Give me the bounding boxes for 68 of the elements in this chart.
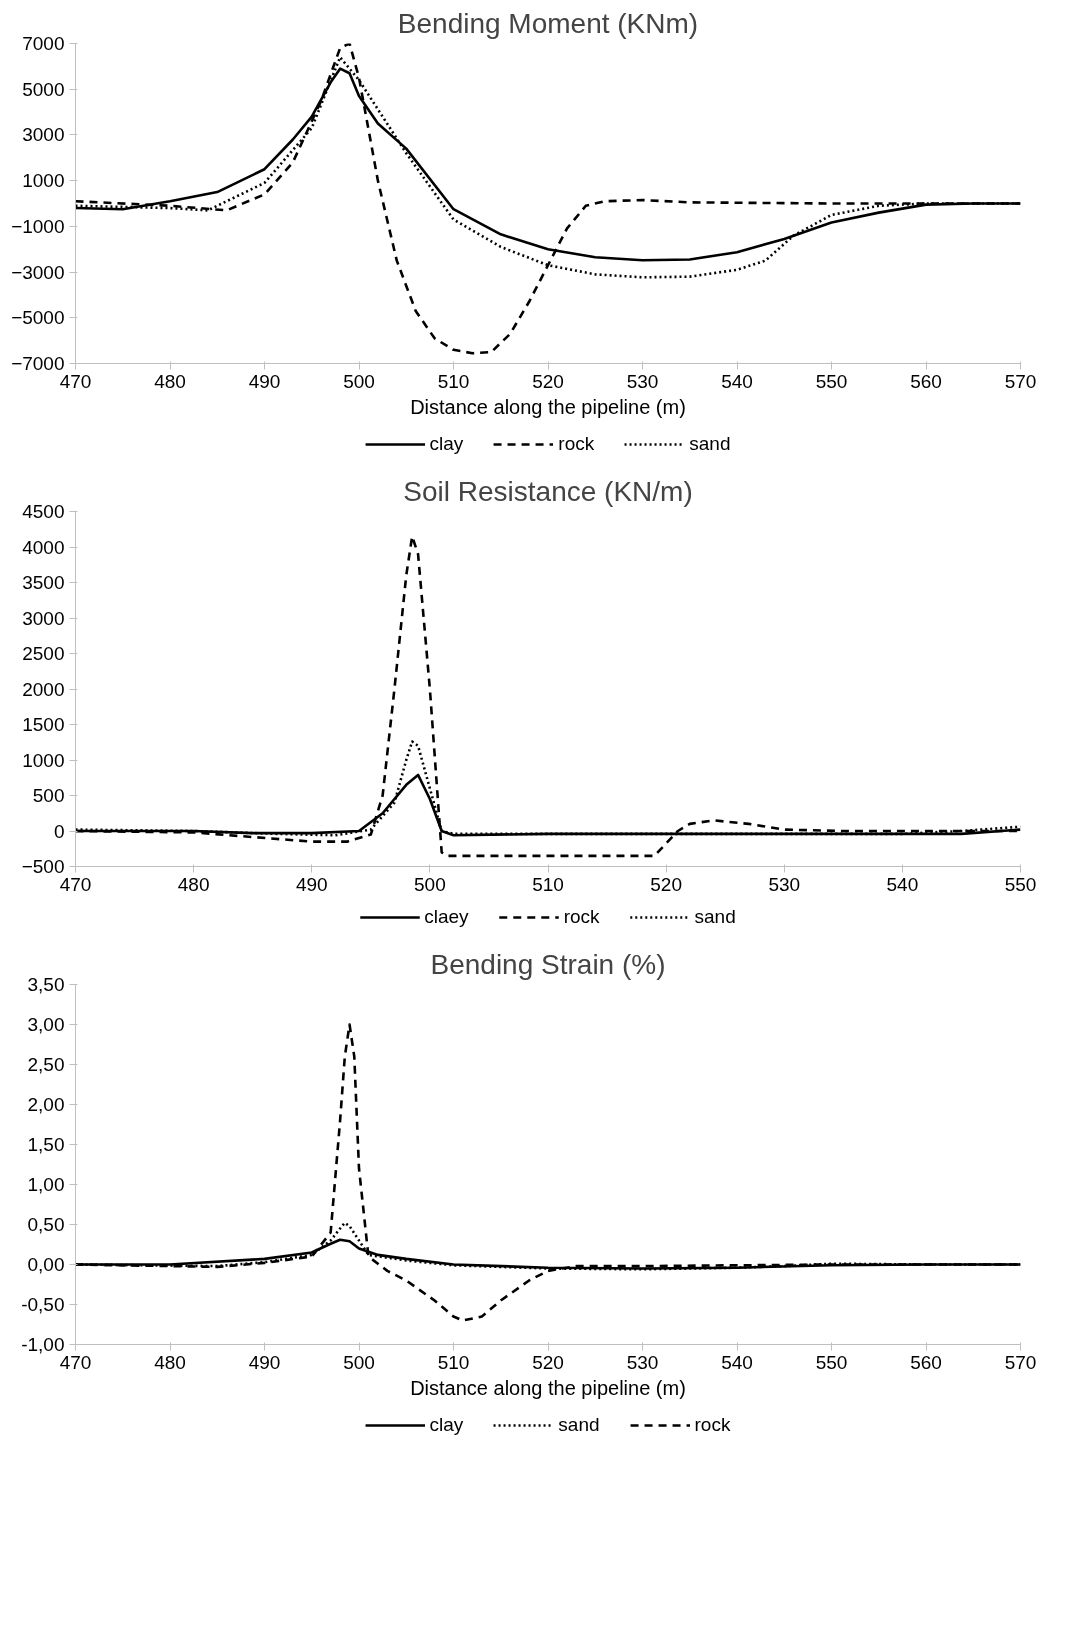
y-tick-label: 2500 xyxy=(22,643,65,664)
x-axis-title: Distance along the pipeline (m) xyxy=(410,1376,686,1399)
x-axis-title: Distance along the pipeline (m) xyxy=(410,395,686,418)
x-tick-label: 500 xyxy=(414,873,446,895)
legend-label: rock xyxy=(563,906,600,928)
x-tick-label: 530 xyxy=(626,1351,659,1373)
y-tick-label: 1000 xyxy=(22,170,65,192)
x-tick-label: 500 xyxy=(343,1351,375,1373)
y-tick-label: 1,00 xyxy=(27,1174,65,1195)
x-tick-label: 480 xyxy=(154,1351,186,1373)
legend-label: sand xyxy=(689,433,731,455)
y-tick-label: 5000 xyxy=(22,78,65,100)
y-tick-label: 2000 xyxy=(22,678,65,700)
x-tick-label: 480 xyxy=(177,873,210,895)
y-tick-label: −5000 xyxy=(11,307,65,329)
x-tick-label: 540 xyxy=(721,1351,753,1373)
y-tick-label: 0 xyxy=(53,820,65,842)
chart-title: Bending Moment (KNm) xyxy=(397,7,699,39)
y-tick-label: 0,00 xyxy=(27,1254,65,1275)
x-tick-label: 530 xyxy=(768,873,801,895)
y-tick-label: 3,00 xyxy=(27,1014,65,1035)
x-tick-label: 520 xyxy=(532,370,564,392)
y-tick-label: 3500 xyxy=(22,572,65,593)
x-tick-label: 490 xyxy=(295,873,328,895)
x-tick-label: 480 xyxy=(154,370,186,392)
y-tick-label: 4500 xyxy=(22,501,65,522)
x-tick-label: 550 xyxy=(815,370,848,392)
y-tick-label: 3,50 xyxy=(27,974,65,995)
x-tick-label: 550 xyxy=(1004,873,1037,895)
y-tick-label: 1000 xyxy=(22,749,65,771)
y-tick-label: 1,50 xyxy=(27,1134,65,1155)
x-tick-label: 570 xyxy=(1004,370,1037,392)
y-tick-label: 3000 xyxy=(22,607,65,629)
legend-label: sand xyxy=(558,1414,600,1436)
x-tick-label: 510 xyxy=(437,370,470,392)
y-tick-label: 3000 xyxy=(22,124,65,146)
y-tick-label: 500 xyxy=(32,785,65,806)
chart-title: Soil Resistance (KN/m) xyxy=(403,475,693,507)
y-tick-label: −3000 xyxy=(11,261,65,283)
y-tick-label: 0,50 xyxy=(27,1214,65,1235)
y-tick-label: 2,00 xyxy=(27,1094,65,1115)
y-tick-label: 7000 xyxy=(22,33,65,54)
x-tick-label: 500 xyxy=(343,370,375,392)
x-tick-label: 490 xyxy=(248,1351,281,1373)
legend-label: clay xyxy=(429,1414,464,1436)
x-tick-label: 520 xyxy=(650,873,682,895)
y-tick-label: 2,50 xyxy=(27,1054,65,1075)
legend-label: clay xyxy=(429,433,464,455)
x-tick-label: 550 xyxy=(815,1351,848,1373)
y-tick-label: 1500 xyxy=(22,714,65,735)
y-tick-label: −1000 xyxy=(11,215,65,237)
legend-label: rock xyxy=(558,433,595,455)
y-tick-label: 4000 xyxy=(22,536,65,558)
x-tick-label: 510 xyxy=(532,873,564,895)
x-tick-label: 560 xyxy=(910,370,942,392)
x-tick-label: 540 xyxy=(721,370,753,392)
legend-label: claey xyxy=(424,906,469,928)
y-tick-label: -0,50 xyxy=(21,1294,65,1315)
legend-label: rock xyxy=(694,1414,731,1436)
x-tick-label: 490 xyxy=(248,370,281,392)
x-tick-label: 570 xyxy=(1004,1351,1037,1373)
x-tick-label: 540 xyxy=(886,873,919,895)
x-tick-label: 520 xyxy=(532,1351,564,1373)
chart-title: Bending Strain (%) xyxy=(430,948,666,980)
x-tick-label: 560 xyxy=(910,1351,942,1373)
x-tick-label: 530 xyxy=(626,370,659,392)
x-tick-label: 510 xyxy=(437,1351,470,1373)
legend-label: sand xyxy=(694,906,736,928)
